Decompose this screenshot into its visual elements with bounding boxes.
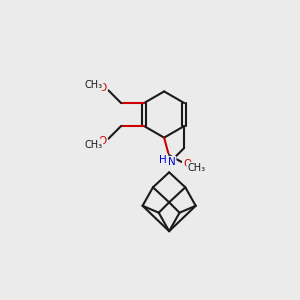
Text: CH₃: CH₃ [84, 140, 102, 150]
Text: O: O [98, 83, 107, 93]
Text: O: O [183, 159, 191, 169]
Text: CH₃: CH₃ [188, 163, 206, 173]
Text: O: O [98, 136, 107, 146]
Text: H: H [160, 154, 167, 165]
Text: CH₃: CH₃ [84, 80, 102, 89]
Text: N: N [168, 157, 175, 167]
